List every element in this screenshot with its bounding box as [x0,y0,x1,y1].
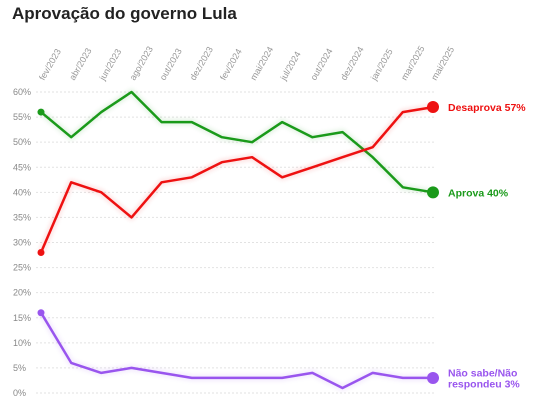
gridlines [36,91,436,394]
series-desaprova-line [39,105,435,254]
x-tick-label: ago/2023 [128,44,155,82]
series-aprova-line [39,90,435,194]
series-lines [37,89,439,391]
y-tick-label: 55% [13,112,31,122]
y-tick-label: 15% [13,313,31,323]
y-tick-label: 10% [13,338,31,348]
series-desaprova-glow [38,104,434,254]
y-tick-label: 50% [13,137,31,147]
y-tick-label: 40% [13,187,31,197]
series-nao-sabe-nao-respondeu-start-point [37,309,45,317]
chart-title: Aprovação do governo Lula [12,4,237,23]
x-axis-ticks: fev/2023 abr/2023 jun/2023 ago/2023 out/2023… [37,44,456,83]
x-tick-label: fev/2024 [218,47,244,82]
end-labels: Aprova 40% Desaprova 57% Não sabe/Não respo… [448,102,526,390]
x-tick-label: jul/2024 [278,50,303,83]
y-tick-label: 60% [13,87,31,97]
y-tick-label: 45% [13,162,31,172]
x-tick-label: fev/2023 [37,47,63,82]
series-desaprova-end-point [427,101,439,114]
y-tick-label: 35% [13,212,31,222]
series-aprova-start-point [37,108,45,116]
x-tick-label: jun/2023 [97,47,123,83]
x-tick-label: mai/2024 [248,45,275,82]
y-tick-label: 25% [13,263,31,273]
y-tick-label: 30% [13,238,31,248]
x-tick-label: dez/2024 [339,45,366,82]
y-axis-ticks: 0% 5% 10% 15% 20% 25% 30% 35% 40% 45% 50% 55% 60% [13,87,31,398]
series-desaprova-start-point [37,249,45,257]
x-tick-label: mar/2025 [399,44,427,82]
x-tick-label: out/2023 [158,47,184,82]
x-tick-label: dez/2023 [188,45,215,82]
x-tick-label: abr/2023 [67,46,93,82]
x-tick-label: jan/2025 [368,47,394,83]
series-nao-sabe-nao-respondeu-line [39,311,435,390]
series-desaprova-end-label: Desaprova 57% [448,102,526,114]
x-tick-label: mai/2025 [429,45,456,82]
series-nao-sabe-nao-respondeu-end-label: Não sabe/Não respondeu 3% [448,367,520,390]
series-aprova-end-label: Aprova 40% [448,187,509,199]
series-nao-sabe-nao-respondeu-end-point [427,371,439,384]
y-tick-label: 0% [13,388,26,398]
y-tick-label: 5% [13,363,26,373]
y-tick-label: 20% [13,288,31,298]
x-tick-label: out/2024 [308,47,334,82]
series-aprova-end-point [427,186,439,199]
